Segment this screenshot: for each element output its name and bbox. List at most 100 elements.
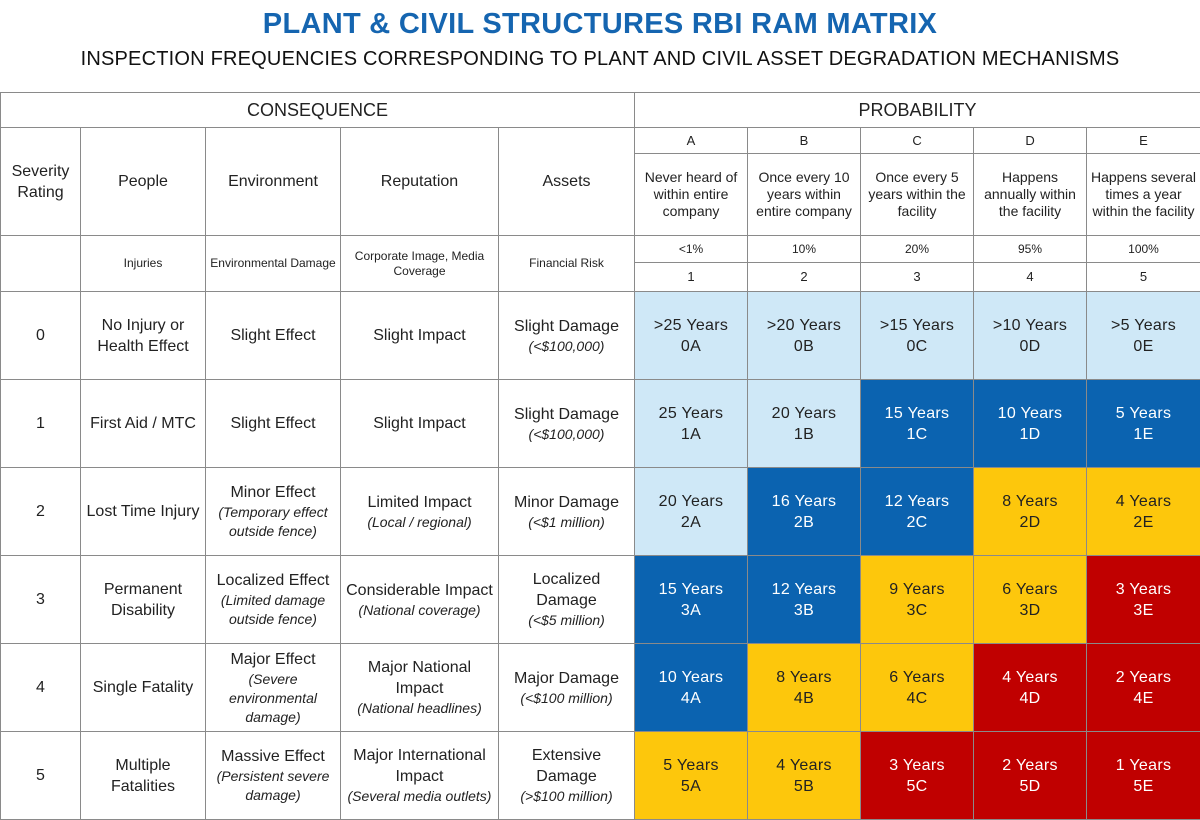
probability-percent: <1% [634,235,749,263]
risk-code: 2D [1019,513,1041,531]
risk-cell-5E: 1 Years 5E [1086,731,1200,820]
env-note: (Persistent severe damage) [216,768,330,803]
env-label: Minor Effect [230,484,316,501]
risk-cell-1E: 5 Years 1E [1086,379,1200,468]
risk-cell-4C: 6 Years 4C [860,643,975,732]
rep-note: (National headlines) [357,700,482,716]
people-consequence: No Injury or Health Effect [80,291,206,380]
rep-note: (Local / regional) [367,513,472,530]
risk-code: 1D [1019,425,1041,443]
severity-rating: 2 [0,467,81,556]
consequence-header: CONSEQUENCE [0,92,636,128]
risk-cell-4D: 4 Years 4D [973,643,1088,732]
risk-cell-2E: 4 Years 2E [1086,467,1200,556]
inspection-interval: 16 Years [771,492,837,510]
probability-number: 4 [973,262,1088,292]
inspection-interval: 8 Years [776,668,832,686]
assets-note: (<$1 million) [528,513,605,530]
risk-code: 2B [793,513,815,531]
assets-consequence: Slight Damage (<$100,000) [497,291,636,380]
severity-row-0: 0 No Injury or Health Effect Slight Effect… [0,291,1200,380]
rep-label: Slight Impact [373,415,466,432]
inspection-interval: 10 Years [997,404,1063,422]
inspection-interval: 2 Years [1002,756,1058,774]
severity-rating: 4 [0,643,81,732]
env-consequence: Slight Effect [205,379,341,468]
probability-description: Happens several times a year within the … [1086,153,1200,236]
assets-label: Minor Damage [514,493,619,511]
subcol-financial-risk: Financial Risk [497,235,636,292]
risk-code: 0A [680,337,702,355]
probability-percent: 100% [1086,235,1200,263]
risk-code: 1B [793,425,815,443]
risk-cell-3B: 12 Years 3B [747,555,862,644]
inspection-interval: 8 Years [1002,492,1058,510]
risk-cell-1C: 15 Years 1C [860,379,975,468]
severity-row-3: 3 Permanent Disability Localized Effect (Li… [0,555,1200,644]
rep-consequence: Limited Impact (Local / regional) [340,467,499,556]
env-consequence: Slight Effect [205,291,341,380]
risk-cell-4E: 2 Years 4E [1086,643,1200,732]
risk-cell-5D: 2 Years 5D [973,731,1088,820]
rep-consequence: Slight Impact [340,291,499,380]
inspection-interval: >25 Years [653,316,729,334]
rep-consequence: Major National Impact (National headlines… [340,643,499,732]
risk-code: 3C [906,601,928,619]
inspection-interval: >5 Years [1110,316,1177,334]
severity-rating: 1 [0,379,81,468]
risk-code: 2A [680,513,702,531]
risk-code: 4A [680,689,702,707]
risk-cell-4A: 10 Years 4A [634,643,749,732]
risk-code: 3A [680,601,702,619]
severity-rating: 0 [0,291,81,380]
probability-percent: 20% [860,235,975,263]
subcol-severity [0,235,81,292]
inspection-interval: 6 Years [889,668,945,686]
risk-code: 1C [906,425,928,443]
env-consequence: Localized Effect (Limited damage outside … [205,555,341,644]
assets-note: (<$100,000) [528,337,605,354]
assets-note: (<$100 million) [520,689,613,706]
rep-note: (National coverage) [358,601,481,618]
env-label: Massive Effect [221,748,325,765]
risk-code: 4E [1133,689,1154,707]
probability-letter: E [1086,127,1200,154]
col-reputation: Reputation [340,127,499,236]
risk-code: 2E [1133,513,1154,531]
assets-note: (<$5 million) [528,612,605,628]
probability-description: Once every 5 years within the facility [860,153,975,236]
inspection-interval: 15 Years [658,580,724,598]
risk-cell-4B: 8 Years 4B [747,643,862,732]
env-consequence: Minor Effect (Temporary effect outside fe… [205,467,341,556]
risk-cell-3A: 15 Years 3A [634,555,749,644]
probability-letter: A [634,127,749,154]
risk-cell-0B: >20 Years 0B [747,291,862,380]
inspection-interval: >20 Years [766,316,842,334]
env-label: Slight Effect [230,415,316,432]
risk-code: 3D [1019,601,1041,619]
ram-matrix-table: CONSEQUENCE PROBABILITY Severity Rating … [0,92,1200,820]
probability-description: Never heard of within entire company [634,153,749,236]
risk-code: 0E [1133,337,1154,355]
inspection-interval: 3 Years [889,756,945,774]
risk-code: 0B [793,337,815,355]
subcol-corporate-image: Corporate Image, Media Coverage [340,235,499,292]
risk-cell-1A: 25 Years 1A [634,379,749,468]
probability-number: 2 [747,262,862,292]
probability-header: PROBABILITY [634,92,1200,128]
subcol-environmental-damage: Environmental Damage [205,235,341,292]
inspection-interval: 10 Years [658,668,724,686]
risk-cell-5C: 3 Years 5C [860,731,975,820]
inspection-interval: 5 Years [663,756,719,774]
people-consequence: First Aid / MTC [80,379,206,468]
risk-code: 0C [906,337,928,355]
env-consequence: Major Effect (Severe environmental damage… [205,643,341,732]
risk-cell-2D: 8 Years 2D [973,467,1088,556]
people-consequence: Multiple Fatalities [80,731,206,820]
rep-label: Considerable Impact [346,581,493,599]
env-label: Major Effect [230,650,316,668]
env-label: Localized Effect [216,572,330,589]
risk-cell-2A: 20 Years 2A [634,467,749,556]
risk-cell-1B: 20 Years 1B [747,379,862,468]
probability-letter: B [747,127,862,154]
